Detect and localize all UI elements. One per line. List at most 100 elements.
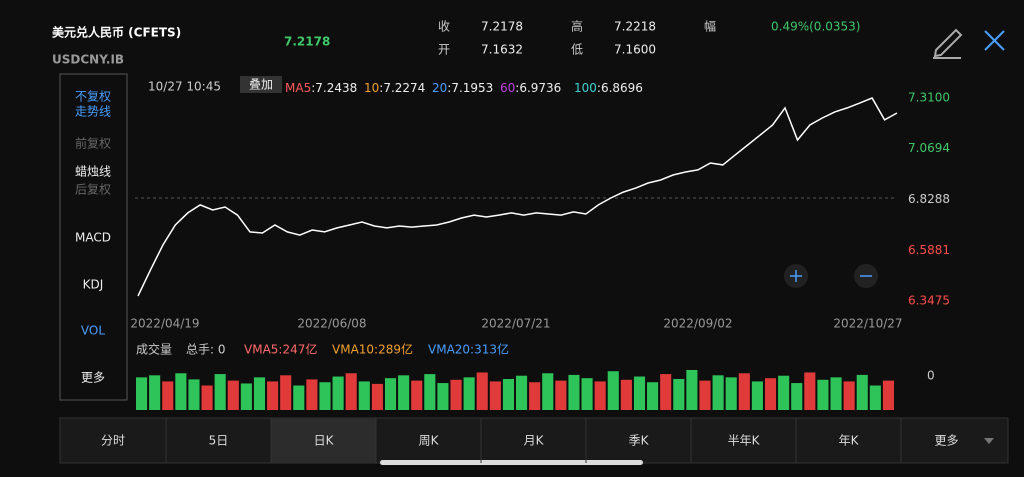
volume-bar: [450, 379, 462, 410]
tab[interactable]: 5日: [209, 434, 229, 448]
ma-value: :6.9736: [515, 81, 561, 95]
volume-bar: [699, 380, 711, 410]
sidebar-item[interactable]: MACD: [75, 231, 111, 245]
stat-label: 收: [438, 20, 450, 34]
tab-bar: [59, 417, 1009, 464]
sidebar-item[interactable]: 不复权: [75, 90, 111, 104]
volume-bar: [489, 381, 501, 410]
volume-legend: 成交量: [136, 342, 172, 357]
volume-bar: [437, 383, 449, 410]
stat-label: 开: [438, 43, 450, 57]
ma-value: :7.1953: [447, 81, 493, 95]
tab[interactable]: 半年K: [728, 434, 761, 448]
volume-bar: [476, 372, 488, 410]
home-indicator: [380, 460, 643, 465]
volume-bar: [686, 370, 698, 410]
volume-bar: [463, 377, 475, 410]
volume-bar: [633, 376, 646, 410]
x-tick-label: 2022/09/02: [663, 317, 732, 331]
stat-value: 7.1632: [481, 43, 523, 57]
overlay-label[interactable]: 叠加: [249, 78, 273, 92]
volume-bar: [882, 380, 894, 410]
sidebar-item[interactable]: 后复权: [75, 183, 111, 197]
volume-bar: [280, 375, 292, 410]
ma-value: :7.2274: [379, 81, 425, 95]
ma-name: 10: [364, 81, 379, 95]
volume-bar: [555, 380, 567, 410]
volume-bar: [332, 376, 344, 410]
y-tick-label: 6.5881: [908, 243, 950, 257]
stat-value: 7.2218: [614, 20, 656, 34]
stat-value: 7.1600: [614, 43, 656, 57]
volume-bar: [764, 378, 777, 410]
edit-icon[interactable]: [933, 28, 963, 59]
sidebar-item[interactable]: VOL: [81, 324, 105, 338]
time-label: 10/27 10:45: [148, 80, 221, 94]
tab[interactable]: 日K: [314, 434, 335, 448]
sidebar-item[interactable]: 蜡烛线: [75, 165, 111, 179]
stat-value: 7.2178: [481, 20, 523, 34]
ma-legend: 20:7.1953: [432, 81, 493, 95]
ma-legend: 100:6.8696: [574, 81, 643, 95]
volume-bar: [791, 383, 803, 410]
volume-bar: [594, 381, 606, 410]
ma-value: :6.8696: [597, 81, 643, 95]
volume-zero: 0: [927, 369, 935, 383]
sidebar-item[interactable]: 走势线: [75, 105, 111, 119]
volume-bar: [856, 374, 868, 410]
volume-legend: 总手: 0: [186, 343, 226, 357]
sidebar-item[interactable]: KDJ: [83, 278, 104, 292]
code: USDCNY.IB: [52, 53, 124, 67]
sidebar-item[interactable]: 更多: [81, 371, 105, 385]
ma-name: 100: [574, 81, 597, 95]
tab[interactable]: 季K: [629, 434, 650, 448]
volume-bar: [647, 382, 659, 410]
volume-bar: [136, 377, 148, 410]
tab[interactable]: 年K: [839, 434, 860, 448]
volume-bar: [751, 381, 763, 410]
volume-bar: [384, 378, 397, 410]
sidebar-item[interactable]: 前复权: [75, 136, 111, 151]
volume-bar: [319, 382, 331, 410]
x-tick-label: 2022/06/08: [297, 317, 366, 331]
volume-bar: [358, 381, 370, 410]
close-icon[interactable]: [984, 30, 1005, 51]
volume-bar: [607, 371, 619, 410]
ma-name: MA5: [285, 81, 311, 95]
y-tick-label: 6.3475: [908, 294, 950, 308]
zoom-out[interactable]: [854, 264, 878, 288]
volume-bar: [424, 374, 436, 410]
volume-bar: [175, 373, 187, 410]
y-tick-label: 7.0694: [908, 141, 950, 155]
price-line: [137, 97, 898, 297]
volume-bar: [188, 379, 200, 410]
volume-bar: [660, 374, 672, 410]
volume-bar: [725, 377, 737, 410]
sidebar-box: [59, 73, 128, 401]
y-tick-label: 6.8288: [908, 192, 950, 206]
volume-bar: [371, 383, 383, 410]
y-tick-label: 7.3100: [908, 91, 950, 105]
volume-bar: [673, 378, 685, 410]
volume-bar: [398, 375, 410, 410]
tab[interactable]: 分时: [101, 434, 125, 448]
volume-bar: [817, 379, 829, 410]
tab[interactable]: 更多: [934, 434, 958, 448]
volume-bar: [529, 382, 541, 410]
volume-legend: VMA10:289亿: [332, 342, 413, 357]
volume-bar: [293, 385, 305, 410]
tab[interactable]: 月K: [524, 434, 545, 448]
zoom-in[interactable]: [784, 264, 808, 288]
ma-legend: 10:7.2274: [364, 81, 425, 95]
x-tick-label: 2022/07/21: [481, 317, 550, 331]
volume-bar: [227, 380, 239, 410]
volume-bar: [712, 375, 724, 410]
volume-bar: [738, 373, 750, 410]
volume-bar: [162, 381, 174, 410]
volume-bar: [581, 378, 593, 410]
x-tick-label: 2022/10/27: [833, 317, 902, 331]
volume-bar: [568, 374, 580, 410]
tab[interactable]: 周K: [419, 434, 440, 448]
overlay-btn[interactable]: [240, 76, 282, 93]
